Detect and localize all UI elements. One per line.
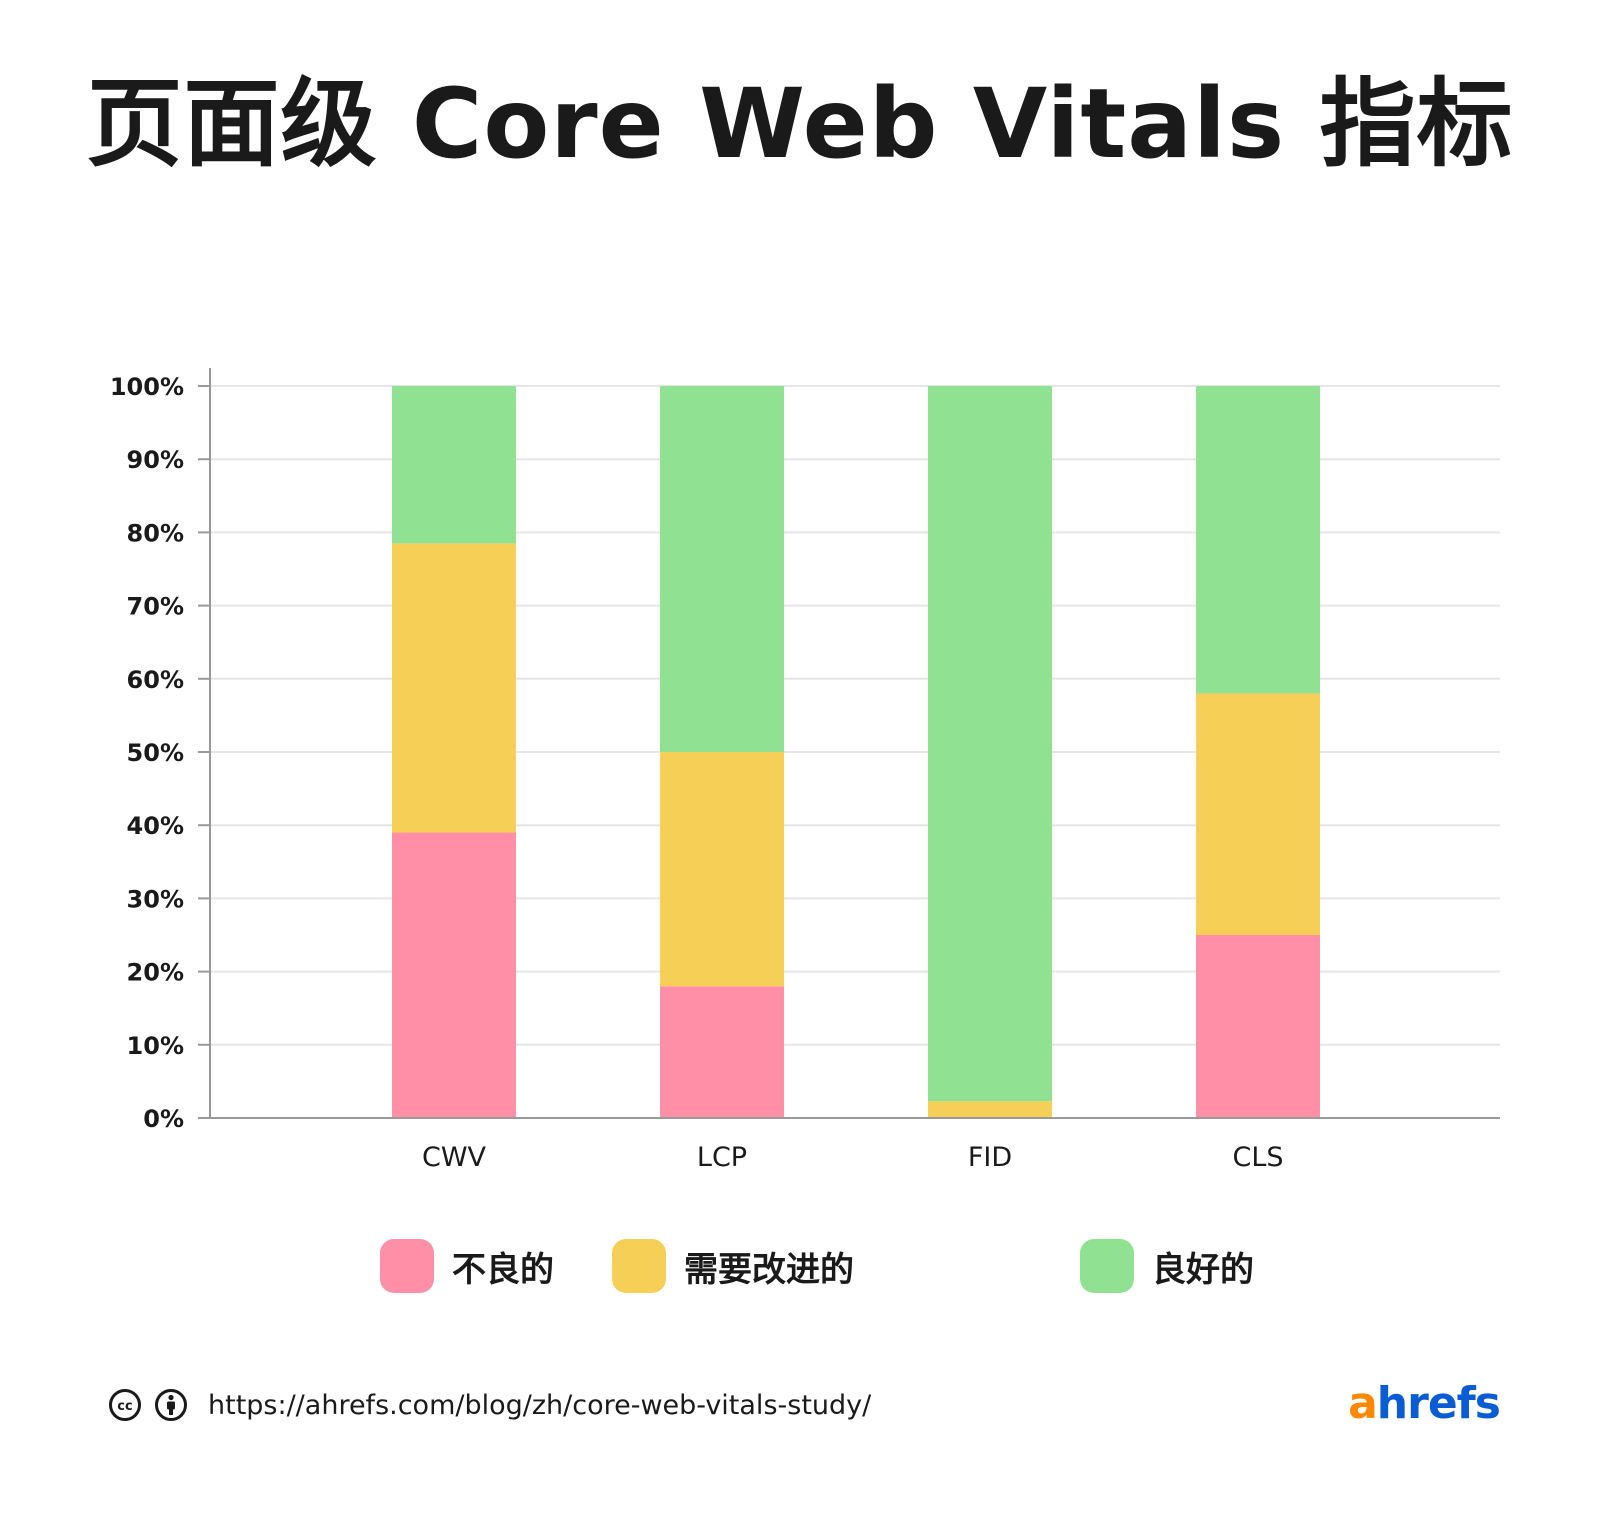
legend-swatch-good — [1080, 1239, 1134, 1293]
bar-segment-lcp-2 — [660, 386, 784, 752]
x-tick-label: CLS — [1232, 1142, 1283, 1173]
legend-swatch-needs-improvement — [612, 1239, 666, 1293]
y-tick-label: 100% — [110, 373, 184, 401]
y-tick-label: 20% — [127, 959, 184, 987]
legend: 不良的 需要改进的 良好的 — [0, 1238, 1600, 1298]
axes — [209, 368, 1500, 1119]
bar-segment-lcp-1 — [660, 752, 784, 987]
svg-text:cc: cc — [117, 1399, 132, 1414]
legend-item-needs-improvement: 需要改进的 — [612, 1238, 854, 1294]
logo-letter-a: a — [1348, 1378, 1378, 1429]
footer: cc https://ahrefs.com/blog/zh/core-web-v… — [108, 1385, 871, 1425]
logo-letters-hrefs: hrefs — [1376, 1378, 1501, 1429]
y-tick-label: 50% — [127, 739, 184, 767]
attribution-icon — [155, 1389, 187, 1421]
y-tick-label: 40% — [127, 812, 184, 840]
y-tick-label: 60% — [127, 666, 184, 694]
y-tick-label: 0% — [143, 1105, 184, 1133]
bar-segment-cls-1 — [1196, 693, 1320, 935]
cc-icon: cc — [109, 1389, 141, 1421]
legend-label-bad: 不良的 — [452, 1249, 554, 1290]
y-tick-label: 10% — [127, 1032, 184, 1060]
bar-segment-fid-2 — [928, 386, 1052, 1102]
y-tick-label: 70% — [127, 593, 184, 621]
bar-segment-fid-1 — [928, 1101, 1052, 1118]
legend-item-bad: 不良的 — [380, 1238, 554, 1294]
x-tick-labels: CWV LCP FID CLS — [422, 1142, 1284, 1173]
source-link[interactable]: https://ahrefs.com/blog/zh/core-web-vita… — [208, 1389, 872, 1421]
legend-swatch-bad — [380, 1239, 434, 1293]
bars — [392, 386, 1320, 1118]
y-tick-label: 30% — [127, 885, 184, 913]
y-tick-labels: 0% 10% 20% 30% 40% 50% 60% 70% 80% 90% 100% — [110, 373, 184, 1133]
legend-label-good: 良好的 — [1152, 1249, 1254, 1290]
ahrefs-logo: ahrefs — [1348, 1378, 1501, 1429]
bar-segment-cwv-1 — [392, 543, 516, 833]
bar-segment-cwv-0 — [392, 832, 516, 1118]
y-tick-label: 80% — [127, 519, 184, 547]
x-tick-label: CWV — [422, 1142, 487, 1173]
stacked-bar-chart: 0% 10% 20% 30% 40% 50% 60% 70% 80% 90% 100% CWV LCP… — [110, 368, 1500, 1173]
legend-label-needs-improvement: 需要改进的 — [684, 1249, 854, 1290]
legend-item-good: 良好的 — [1080, 1238, 1254, 1294]
bar-segment-lcp-0 — [660, 986, 784, 1118]
chart-title: 页面级 Core Web Vitals 指标 — [86, 68, 1514, 180]
bar-segment-cls-2 — [1196, 386, 1320, 694]
bar-segment-cwv-2 — [392, 386, 516, 544]
bar-segment-cls-0 — [1196, 935, 1320, 1118]
x-tick-label: FID — [968, 1142, 1012, 1173]
y-tick-label: 90% — [127, 446, 184, 474]
x-tick-label: LCP — [697, 1142, 747, 1173]
